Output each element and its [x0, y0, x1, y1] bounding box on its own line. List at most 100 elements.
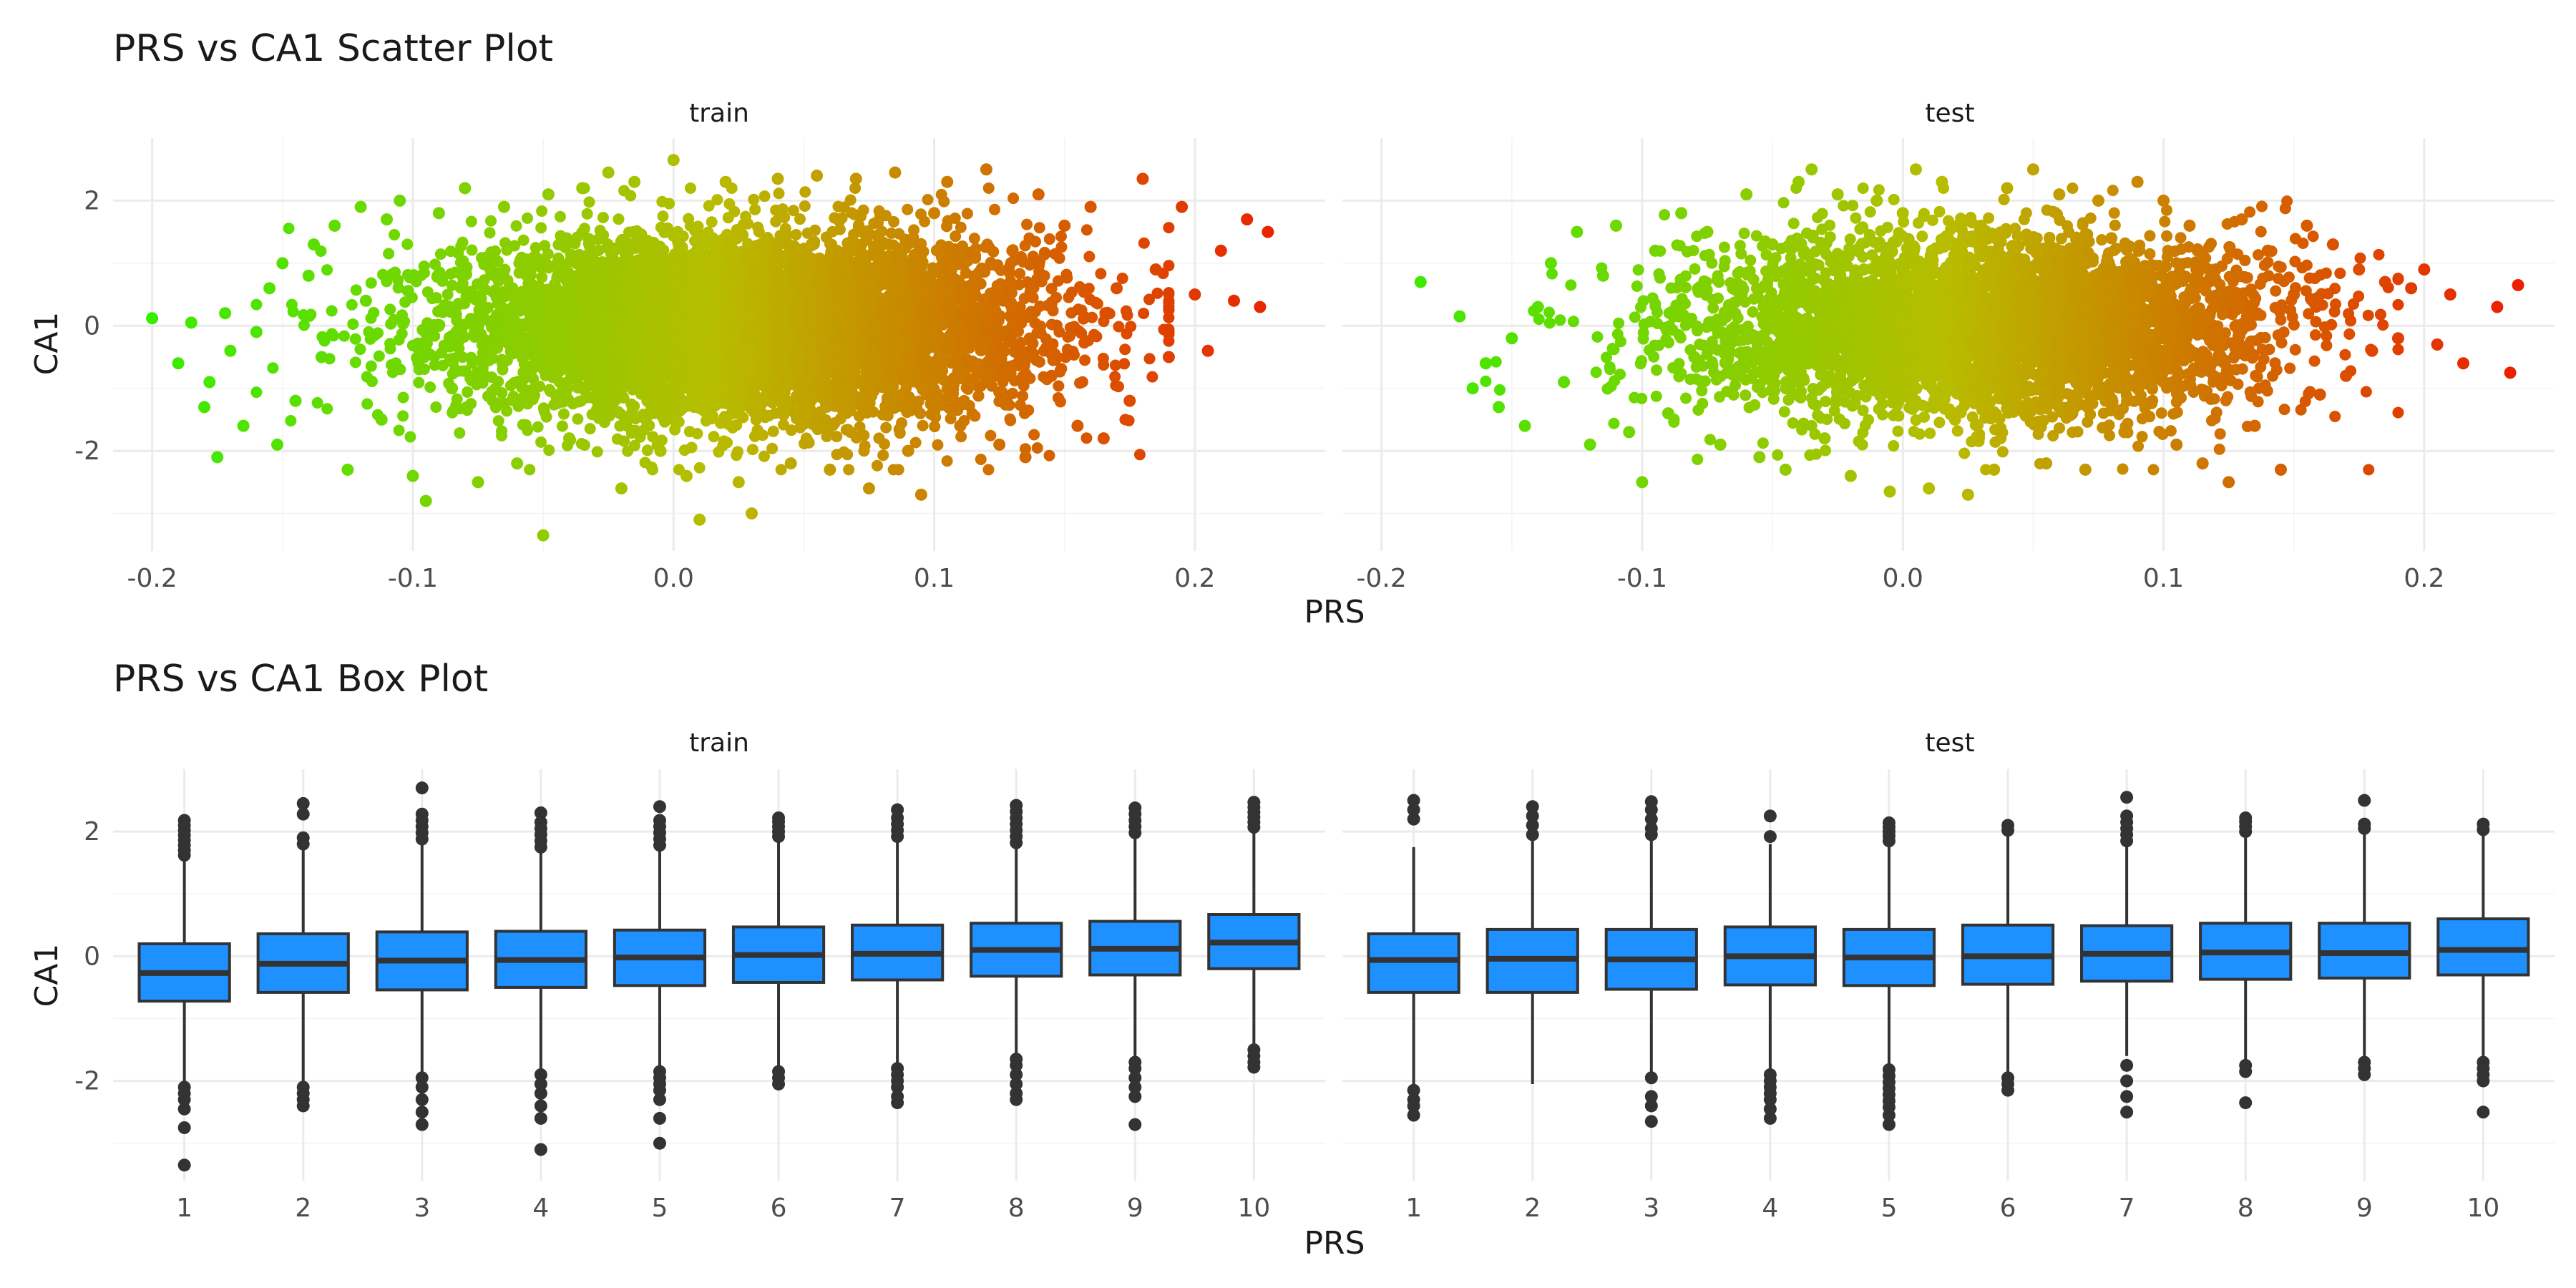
scatter-point-test — [1414, 275, 1427, 288]
scatter-point-train — [185, 316, 197, 329]
scatter-point-test — [1714, 438, 1727, 451]
outlier-point — [177, 814, 191, 827]
outlier-point — [415, 1071, 429, 1085]
outlier-point — [296, 796, 310, 810]
outlier-point — [2001, 1083, 2015, 1097]
x-tick-label: 4 — [532, 1194, 549, 1223]
outlier-point — [534, 1077, 547, 1091]
scatter-point-test — [2235, 213, 2248, 226]
scatter-point-test — [2391, 332, 2404, 345]
x-tick-label: 1 — [1405, 1194, 1422, 1223]
scatter-point-test — [1883, 485, 1896, 498]
scatter-point-train — [706, 232, 719, 245]
box-train-9 — [1088, 801, 1182, 1131]
scatter-point-test — [2053, 188, 2066, 201]
scatter-point-train — [889, 166, 902, 179]
scatter-point-train — [1045, 369, 1058, 382]
y-tick-label: -2 — [74, 1067, 100, 1096]
scatter-point-test — [2079, 463, 2092, 476]
outlier-point — [1010, 1068, 1023, 1081]
scatter-point-train — [1254, 301, 1267, 313]
outlier-point — [296, 1099, 310, 1113]
scatter-point-train — [719, 175, 732, 188]
scatter-point-test — [2301, 219, 2313, 232]
scatter-point-test — [1662, 407, 1674, 420]
outlier-point — [2477, 817, 2490, 831]
scatter-point-test — [1896, 207, 1909, 220]
scatter-point-train — [1241, 213, 1254, 226]
box-panel-train: 1 2 3 4 5 6 7 8 9 10 — [113, 769, 1325, 1223]
scatter-point-test — [2170, 438, 2183, 451]
scatter-point-test — [2248, 419, 2261, 432]
outlier-point — [2120, 791, 2134, 804]
scatter-point-test — [1466, 382, 1479, 395]
scatter-point-train — [237, 419, 250, 432]
y-tick-label: 2 — [84, 186, 100, 215]
outlier-point — [2239, 1096, 2253, 1110]
scatter-point-train — [928, 207, 941, 220]
outlier-point — [1128, 801, 1142, 815]
outlier-point — [653, 1083, 666, 1097]
x-tick-label: 6 — [2000, 1194, 2016, 1223]
outlier-point — [1128, 1062, 1142, 1075]
scatter-point-train — [1149, 263, 1162, 276]
scatter-point-test — [1844, 469, 1857, 482]
scatter-point-test — [1870, 194, 1883, 207]
scatter-point-train — [198, 401, 211, 414]
outlier-point — [1644, 1071, 1658, 1085]
scatter-point-test — [2491, 301, 2504, 313]
scatter-point-train — [954, 419, 967, 432]
scatter-point-train — [771, 172, 784, 185]
scatter-point-train — [511, 457, 524, 470]
outlier-point — [1407, 794, 1420, 807]
x-tick-label: -0.1 — [1617, 564, 1667, 593]
scatter-point-test — [2512, 278, 2524, 291]
outlier-point — [2120, 809, 2134, 823]
scatter-x-axis-title: PRS — [1304, 594, 1365, 630]
scatter-point-train — [394, 194, 406, 207]
scatter-point-train — [263, 282, 276, 295]
x-tick-label: 10 — [2467, 1194, 2499, 1223]
scatter-point-test — [2001, 182, 2014, 195]
outlier-point — [1763, 1111, 1777, 1125]
scatter-point-train — [341, 463, 354, 476]
box-test-3 — [1604, 795, 1698, 1128]
scatter-point-train — [1097, 432, 1110, 445]
x-tick-label: -0.1 — [388, 564, 438, 593]
scatter-point-train — [1058, 219, 1071, 232]
outlier-point — [177, 1093, 191, 1106]
outlier-point — [415, 781, 429, 795]
outlier-point — [1763, 1093, 1777, 1106]
scatter-point-test — [1571, 225, 1584, 238]
scatter-point-train — [746, 507, 758, 520]
scatter-point-train — [602, 166, 615, 179]
scatter-point-train — [1201, 344, 1214, 357]
outlier-point — [1010, 1058, 1023, 1072]
scatter-point-train — [680, 469, 693, 482]
scatter-point-train — [354, 200, 367, 213]
scatter-point-train — [563, 432, 576, 445]
outlier-point — [177, 1102, 191, 1116]
scatter-point-test — [2418, 263, 2431, 276]
outlier-point — [2477, 1106, 2490, 1119]
x-tick-label: 2 — [295, 1194, 311, 1223]
box-test-1 — [1367, 794, 1460, 1122]
x-tick-label: 0.1 — [2143, 564, 2184, 593]
scatter-point-test — [2444, 288, 2457, 301]
outlier-point — [1010, 799, 1023, 812]
scatter-point-test — [1649, 244, 1662, 257]
scatter-y-axis-title: CA1 — [29, 312, 65, 376]
outlier-point — [1526, 828, 1539, 841]
scatter-point-train — [654, 444, 667, 457]
outlier-point — [2477, 1074, 2490, 1088]
outlier-point — [534, 1087, 547, 1101]
outlier-point — [415, 1118, 429, 1131]
box-train-3 — [375, 781, 469, 1131]
scatter-point-test — [2144, 376, 2157, 389]
outlier-point — [1644, 1115, 1658, 1128]
outlier-point — [1526, 819, 1539, 832]
scatter-point-test — [2026, 163, 2039, 176]
outlier-point — [534, 1068, 547, 1081]
outlier-point — [415, 807, 429, 821]
scatter-point-train — [993, 438, 1006, 451]
